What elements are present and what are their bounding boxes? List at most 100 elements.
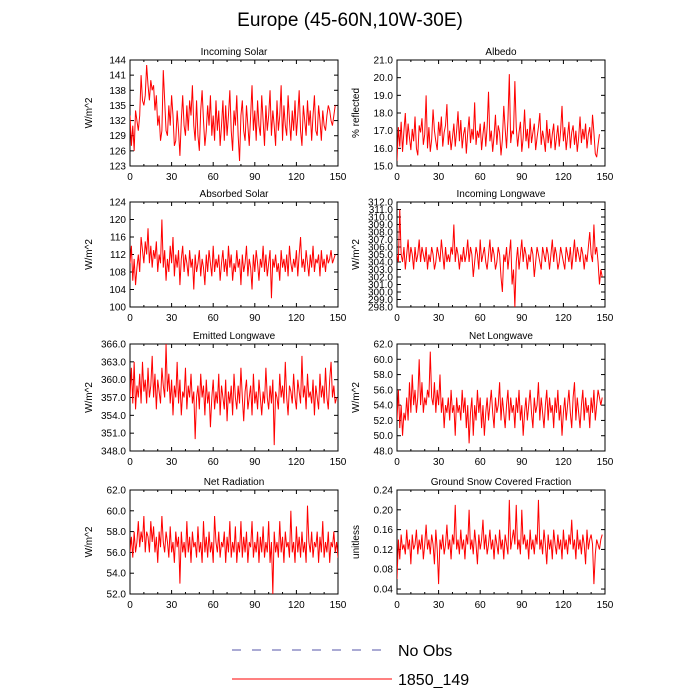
y-tick-label: 348.0	[101, 447, 126, 458]
y-tick-label: 50.0	[374, 431, 394, 442]
x-tick-label: 150	[597, 457, 614, 468]
x-tick-label: 150	[330, 172, 347, 183]
plot-frame	[396, 489, 606, 595]
series-line-1850_149	[130, 505, 338, 594]
panel-net-radiation: Net Radiation W/m^2 0 30 60 90 120 150 52.0 54.0 5…	[84, 477, 347, 611]
y-tick-label: 360.0	[101, 375, 126, 386]
y-tick-label: 0.12	[374, 545, 394, 556]
y-tick-label: 60.0	[374, 355, 394, 366]
y-tick-label: 135	[109, 101, 126, 112]
y-axis-label: W/m^2	[84, 382, 95, 413]
x-tick-label: 150	[330, 600, 347, 611]
y-axis-label: W/m^2	[351, 382, 362, 413]
x-tick-label: 90	[516, 313, 528, 324]
plot-frame	[129, 489, 339, 595]
panel-albedo: Albedo % reflected 0 30 60 90 120 150 15.0 16.0 17…	[351, 47, 614, 183]
series-line-1850_149	[130, 344, 338, 446]
x-tick-label: 30	[166, 313, 178, 324]
y-axis-label: W/m^2	[351, 239, 362, 270]
y-tick-label: 120	[109, 215, 126, 226]
y-tick-label: 58.0	[107, 527, 127, 538]
plot-frame	[396, 201, 606, 308]
y-tick-label: 0.20	[374, 505, 394, 516]
y-tick-label: 52.0	[374, 416, 394, 427]
x-tick-label: 30	[433, 172, 445, 183]
y-tick-label: 300.0	[368, 288, 393, 299]
x-tick-label: 0	[127, 313, 133, 324]
y-tick-label: 298.0	[368, 303, 393, 314]
y-tick-label: 104	[109, 285, 126, 296]
y-tick-label: 58.0	[374, 370, 394, 381]
y-tick-label: 100	[109, 303, 126, 314]
y-tick-label: 20.0	[374, 73, 394, 84]
x-tick-label: 30	[166, 600, 178, 611]
legend-label-2: 1850_149	[398, 672, 469, 689]
figure-title: Europe (45-60N,10W-30E)	[237, 10, 463, 31]
y-tick-label: 18.0	[374, 109, 394, 120]
y-tick-label: 56.0	[374, 385, 394, 396]
y-tick-label: 126	[109, 146, 126, 157]
y-tick-label: 16.0	[374, 144, 394, 155]
x-tick-label: 120	[555, 172, 572, 183]
x-tick-label: 30	[166, 172, 178, 183]
y-tick-label: 357.0	[101, 393, 126, 404]
y-tick-label: 310.0	[368, 213, 393, 224]
y-tick-label: 301.0	[368, 280, 393, 291]
y-tick-label: 54.0	[107, 569, 127, 580]
x-tick-label: 150	[597, 172, 614, 183]
y-tick-label: 0.16	[374, 525, 394, 536]
y-tick-label: 62.0	[374, 340, 394, 351]
y-tick-label: 15.0	[374, 162, 394, 173]
y-tick-label: 112	[110, 250, 126, 261]
panel-title: Incoming Solar	[201, 47, 268, 58]
y-tick-label: 306.0	[368, 243, 393, 254]
x-tick-label: 120	[288, 313, 305, 324]
x-tick-label: 60	[475, 600, 487, 611]
y-tick-label: 141	[109, 71, 126, 82]
x-tick-label: 120	[555, 457, 572, 468]
y-tick-label: 302.0	[368, 273, 393, 284]
panel-title: Emitted Longwave	[193, 331, 276, 342]
y-tick-label: 309.0	[368, 220, 393, 231]
x-tick-label: 90	[516, 457, 528, 468]
x-tick-label: 0	[127, 600, 133, 611]
y-tick-label: 132	[109, 116, 126, 127]
x-tick-label: 0	[394, 313, 400, 324]
x-tick-label: 0	[394, 600, 400, 611]
x-tick-label: 150	[597, 600, 614, 611]
x-tick-label: 30	[166, 457, 178, 468]
y-tick-label: 312.0	[368, 198, 393, 209]
legend-label-1: No Obs	[398, 643, 452, 660]
x-tick-label: 60	[208, 600, 220, 611]
plot-frame	[396, 343, 606, 452]
panel-incoming-longwave: Incoming Longwave W/m^2 0 30 60 90 120 150 298.0…	[351, 189, 614, 324]
x-tick-label: 30	[433, 457, 445, 468]
x-tick-label: 120	[555, 600, 572, 611]
x-tick-label: 0	[394, 457, 400, 468]
x-tick-label: 90	[516, 600, 528, 611]
y-tick-label: 354.0	[101, 411, 126, 422]
x-tick-label: 90	[249, 172, 261, 183]
y-tick-label: 19.0	[374, 91, 394, 102]
y-tick-label: 17.0	[374, 126, 394, 137]
y-axis-label: W/m^2	[84, 526, 95, 557]
x-tick-label: 60	[475, 457, 487, 468]
panel-incoming-solar: Incoming Solar W/m^2 0 30 60 90 120 150 123 126 12…	[84, 47, 347, 183]
x-tick-label: 150	[330, 457, 347, 468]
x-tick-label: 60	[208, 457, 220, 468]
legend: No Obs 1850_149	[232, 643, 469, 689]
x-tick-label: 90	[249, 600, 261, 611]
x-tick-label: 90	[516, 172, 528, 183]
series-line-1850_149	[130, 65, 336, 161]
y-tick-label: 307.0	[368, 235, 393, 246]
x-tick-label: 120	[288, 600, 305, 611]
y-tick-label: 123	[109, 162, 126, 173]
x-tick-label: 90	[249, 457, 261, 468]
y-axis-label: W/m^2	[84, 97, 95, 128]
x-tick-label: 30	[433, 313, 445, 324]
x-tick-label: 60	[475, 172, 487, 183]
x-tick-label: 60	[208, 313, 220, 324]
y-tick-label: 366.0	[101, 340, 126, 351]
y-tick-label: 311.0	[369, 205, 394, 216]
y-tick-label: 0.04	[374, 585, 394, 596]
